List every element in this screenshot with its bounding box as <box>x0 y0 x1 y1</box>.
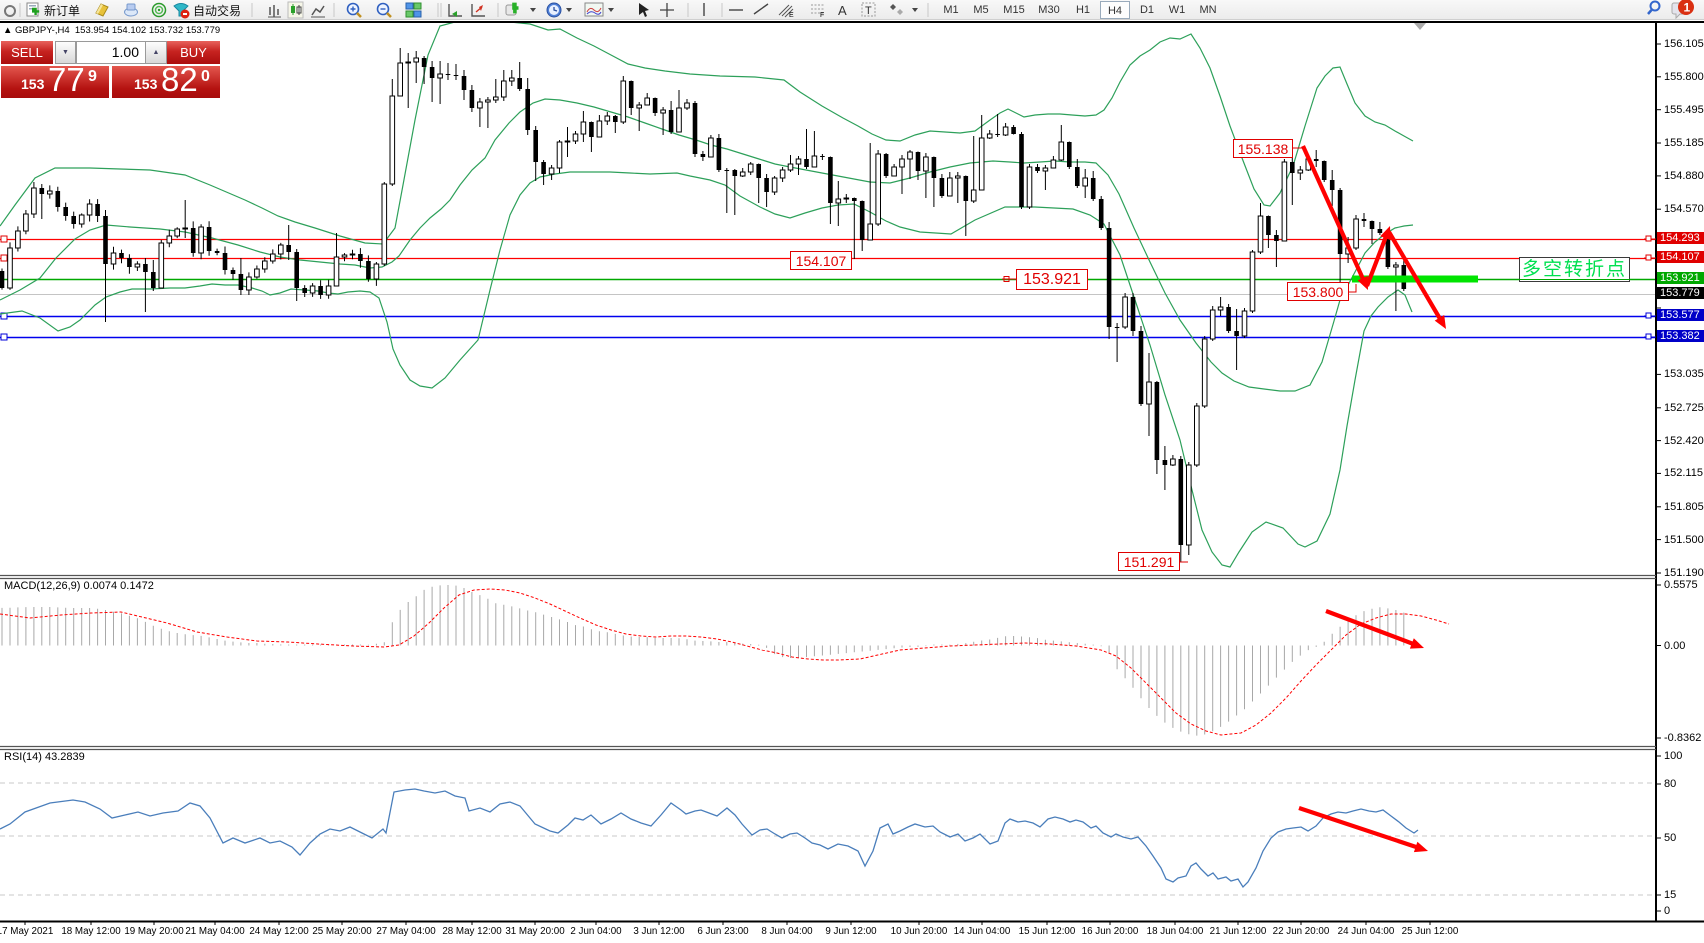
svg-text:T: T <box>865 5 872 17</box>
svg-text:A: A <box>838 3 847 18</box>
svg-text:E: E <box>789 12 794 19</box>
svg-text:F: F <box>820 12 824 19</box>
svg-text:1: 1 <box>1684 1 1691 15</box>
